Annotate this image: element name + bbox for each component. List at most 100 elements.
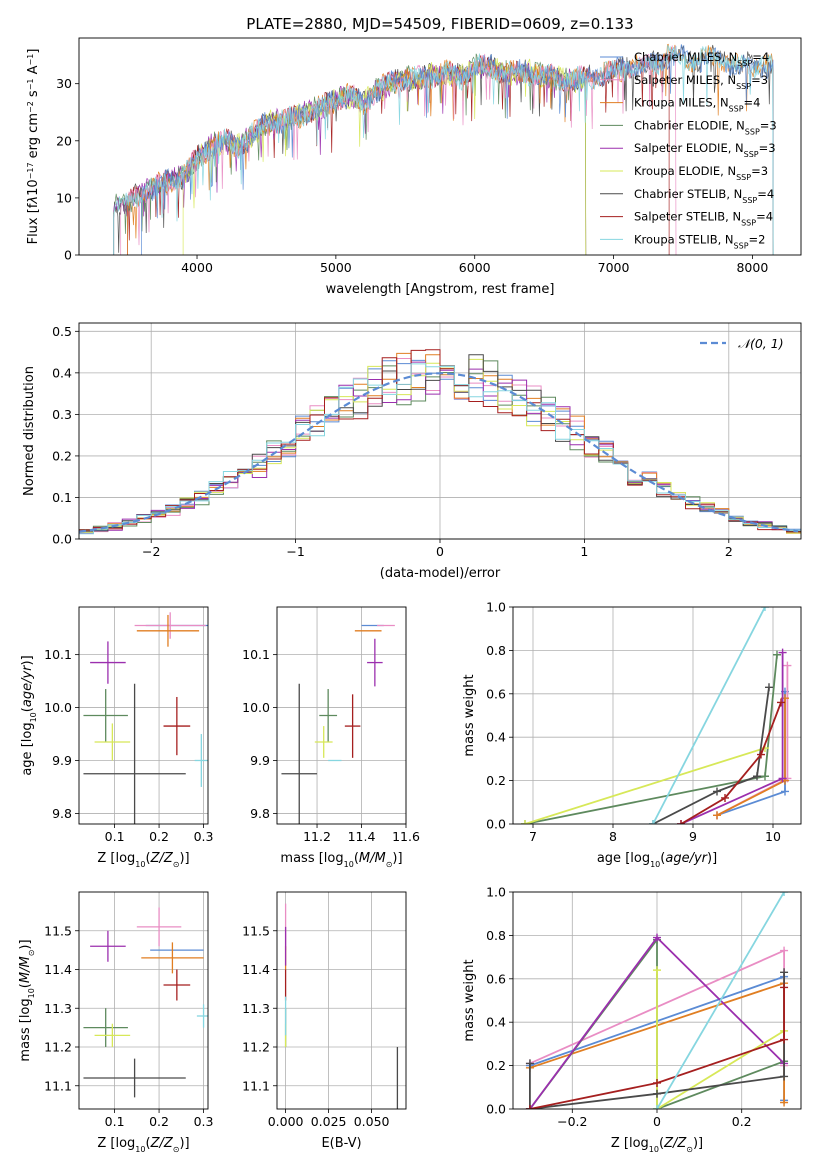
x-tick-label: 11.2 [303, 829, 331, 844]
y-tick-label: 9.8 [250, 806, 270, 821]
data-point-marker [653, 1078, 661, 1087]
y-tick-label: 0.6 [486, 971, 506, 986]
y-axis-label: mass weight [462, 959, 477, 1041]
data-point-marker [753, 772, 761, 781]
x-tick-label: 6000 [459, 260, 491, 275]
data-point-marker [713, 787, 721, 796]
data-point-marker [778, 774, 787, 783]
y-tick-label: 0.6 [486, 686, 506, 701]
age_vs_Z-frame [78, 606, 209, 825]
y-tick-label: 11.4 [44, 962, 72, 977]
y-tick-label: 10.0 [44, 700, 72, 715]
x-tick-label: −1 [286, 544, 304, 559]
data-point-marker [653, 1089, 661, 1098]
x-tick-label: 11.4 [348, 829, 376, 844]
age_vs_mass-plot-area [281, 624, 395, 824]
residual_hist-plot-area [79, 349, 801, 539]
x-tick-label: 0.3 [194, 1114, 214, 1129]
mass_weight_vs_Z-frame [512, 891, 802, 1110]
data-point-marker [653, 966, 661, 975]
x-tick-label: 0.1 [105, 1114, 125, 1129]
y-tick-label: 9.8 [52, 806, 72, 821]
y-tick-label: 0.5 [52, 324, 72, 339]
x-tick-label: 0 [436, 544, 444, 559]
x-axis-label: wavelength [Angstrom, rest frame] [326, 282, 555, 297]
data-point-marker [783, 661, 792, 670]
y-axis-label: Normed distribution [22, 366, 37, 496]
x-axis-label: Z [log10(Z/Z⊙)] [611, 1136, 703, 1154]
x-tick-label: 0.3 [194, 829, 214, 844]
spectrum-plot-area [113, 43, 774, 255]
mass-weight-line-7 [529, 987, 785, 1109]
y-tick-label: 10.1 [242, 647, 270, 662]
y-tick-label: 0.0 [486, 1102, 506, 1117]
y-tick-label: 0.4 [486, 1015, 506, 1030]
data-point-marker [780, 1035, 789, 1044]
y-tick-label: 11.3 [44, 1001, 72, 1016]
spectrum-frame [78, 37, 802, 256]
legend-entry: Chabrier ELODIE, NSSP=3 [634, 118, 777, 136]
legend-entry: 𝒩(0, 1) [738, 336, 784, 351]
histogram-step-7 [79, 349, 801, 539]
data-point-marker [780, 968, 789, 977]
data-point-marker [721, 793, 729, 802]
mass_vs_ebv-plot-area [284, 903, 399, 1109]
x-axis-label: age [log10(age/yr)] [597, 851, 717, 869]
y-tick-label: 9.9 [250, 753, 270, 768]
spectrum-axes: 4000 5000 6000 7000 8000 0 10 20 30 wavelength [A… [26, 49, 769, 297]
y-tick-label: 11.5 [242, 923, 270, 938]
data-point-marker [525, 1059, 534, 1068]
figure-title: PLATE=2880, MJD=54509, FIBERID=0609, z=0… [246, 15, 633, 33]
x-axis-label: Z [log10(Z/Z⊙)] [97, 851, 189, 869]
data-point-marker [780, 946, 789, 955]
data-point-marker [781, 787, 789, 796]
data-point-marker [677, 820, 685, 824]
x-tick-label: 0.050 [354, 1114, 390, 1129]
spectrum-line-3 [113, 53, 587, 255]
y-tick-label: 0.8 [486, 643, 506, 658]
data-point-marker [649, 820, 657, 824]
data-point-marker [778, 648, 787, 657]
x-tick-label: 0 [653, 1114, 661, 1129]
legend-entry: Salpeter ELODIE, NSSP=3 [634, 141, 776, 159]
spectrum-line-8 [113, 45, 774, 255]
x-tick-label: 0.2 [732, 1114, 752, 1129]
data-point-marker [761, 772, 769, 781]
data-point-marker [780, 983, 789, 992]
age_vs_mass-axes: 11.2 11.4 11.6 9.8 9.9 10.0 10.1 mass [log10(M/… [242, 607, 420, 869]
x-tick-label: −0.2 [557, 1114, 587, 1129]
data-point-marker [757, 750, 765, 759]
mass-weight-line-5 [656, 970, 785, 1109]
y-tick-label: 11.5 [44, 923, 72, 938]
x-axis-label: E(B-V) [321, 1136, 361, 1151]
spectrum-legend: Chabrier MILES, NSSP=4 Salpeter MILES, NS… [600, 50, 777, 250]
y-tick-label: 10.0 [242, 700, 270, 715]
x-axis-label: mass [log10(M/M⊙)] [280, 851, 402, 869]
y-tick-label: 10 [56, 190, 72, 205]
mass-weight-line-5 [524, 747, 766, 824]
y-tick-label: 10.1 [44, 647, 72, 662]
y-tick-label: 11.2 [44, 1040, 72, 1055]
x-tick-label: 0.2 [149, 829, 169, 844]
x-tick-label: 11.6 [392, 829, 420, 844]
mass_vs_ebv-frame [276, 891, 407, 1110]
mass-weight-line-7 [680, 702, 782, 824]
legend-entry: Salpeter STELIB, NSSP=4 [634, 210, 773, 228]
y-tick-label: 30 [56, 76, 72, 91]
x-tick-label: 0.000 [268, 1114, 304, 1129]
x-axis-label: Z [log10(Z/Z⊙)] [97, 1136, 189, 1154]
x-tick-label: 8 [609, 829, 617, 844]
x-tick-label: 5000 [320, 260, 352, 275]
y-axis-label: Flux [fλ10−17 erg cm−2 s−1 A−1] [26, 49, 42, 245]
y-tick-label: 11.2 [242, 1040, 270, 1055]
data-point-marker [780, 1098, 789, 1107]
x-tick-label: 4000 [181, 260, 213, 275]
y-axis-label: mass [log10(M/M⊙)] [18, 939, 36, 1061]
legend-entry: Chabrier STELIB, NSSP=4 [634, 187, 774, 205]
mass_weight_vs_age-plot-area [521, 607, 792, 824]
spectrum-line-2 [127, 43, 774, 255]
y-tick-label: 1.0 [486, 600, 506, 615]
data-point-marker [521, 820, 529, 824]
x-tick-label: 10 [765, 829, 781, 844]
x-tick-label: 0.2 [149, 1114, 169, 1129]
